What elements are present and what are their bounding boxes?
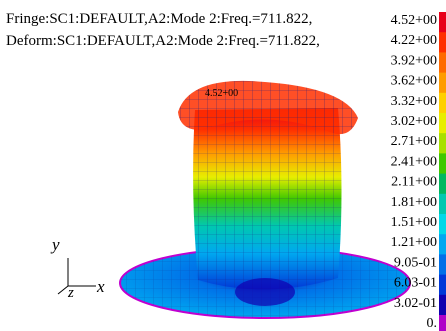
legend-swatch <box>439 113 446 134</box>
legend-swatch <box>439 133 446 154</box>
legend-swatch <box>439 315 446 331</box>
legend-label: 2.71+00 <box>391 134 437 149</box>
legend-label: 1.21+00 <box>391 235 437 250</box>
legend-label: 3.02-01 <box>394 296 437 311</box>
legend-swatch <box>439 295 446 316</box>
header-line: Deform:SC1:DEFAULT,A2:Mode 2:Freq.=711.8… <box>6 33 320 49</box>
legend-swatch <box>439 93 446 114</box>
legend-label: 2.41+00 <box>391 154 437 169</box>
legend-label: 3.92+00 <box>391 53 437 68</box>
axis-triad <box>58 258 96 294</box>
legend-swatch <box>439 32 446 53</box>
legend-label: 2.11+00 <box>391 175 437 190</box>
legend-label: 1.51+00 <box>391 215 437 230</box>
legend-label: 3.02+00 <box>391 114 437 129</box>
axis-label: z <box>67 285 74 301</box>
legend-label: 0. <box>427 316 438 331</box>
legend-swatch <box>439 254 446 275</box>
legend-swatch <box>439 73 446 94</box>
legend-swatch <box>439 52 446 73</box>
legend-label: 9.05-01 <box>394 255 437 270</box>
axis-label: y <box>50 235 60 254</box>
legend-swatch <box>439 12 446 33</box>
legend-label: 6.03-01 <box>394 276 437 291</box>
legend-label: 3.62+00 <box>391 74 437 89</box>
legend-swatch <box>439 153 446 174</box>
annotation: 4.52+00 <box>205 88 238 99</box>
axis-label: x <box>96 277 105 296</box>
legend-swatch <box>439 194 446 215</box>
legend-swatch <box>439 275 446 296</box>
model <box>120 81 410 318</box>
legend-label: 4.52+00 <box>391 13 437 28</box>
header-line: Fringe:SC1:DEFAULT,A2:Mode 2:Freq.=711.8… <box>6 11 312 27</box>
legend-label: 3.32+00 <box>391 94 437 109</box>
legend-label: 4.22+00 <box>391 33 437 48</box>
legend-swatch <box>439 234 446 255</box>
viewport: Fringe:SC1:DEFAULT,A2:Mode 2:Freq.=711.8… <box>0 0 446 331</box>
legend-swatch <box>439 214 446 235</box>
screenshot: Fringe:SC1:DEFAULT,A2:Mode 2:Freq.=711.8… <box>0 0 446 331</box>
legend-swatch <box>439 174 446 195</box>
legend-label: 1.81+00 <box>391 195 437 210</box>
